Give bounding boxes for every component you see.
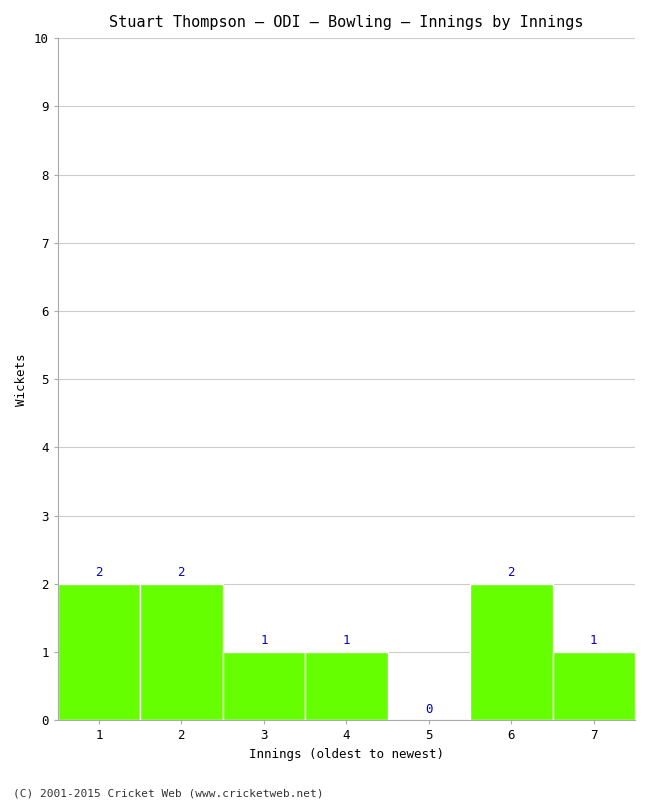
Text: 0: 0 (425, 702, 432, 716)
Bar (140, 584, 222, 721)
Text: 1: 1 (260, 634, 268, 647)
Y-axis label: Wickets: Wickets (15, 353, 28, 406)
Text: 2: 2 (508, 566, 515, 579)
Bar (222, 652, 305, 721)
Title: Stuart Thompson – ODI – Bowling – Innings by Innings: Stuart Thompson – ODI – Bowling – Inning… (109, 15, 584, 30)
Text: 2: 2 (177, 566, 185, 579)
Text: (C) 2001-2015 Cricket Web (www.cricketweb.net): (C) 2001-2015 Cricket Web (www.cricketwe… (13, 788, 324, 798)
Bar (552, 652, 635, 721)
Text: 1: 1 (343, 634, 350, 647)
Text: 1: 1 (590, 634, 597, 647)
X-axis label: Innings (oldest to newest): Innings (oldest to newest) (249, 748, 444, 761)
Text: 2: 2 (95, 566, 103, 579)
Bar (470, 584, 552, 721)
Bar (305, 652, 387, 721)
Bar (58, 584, 140, 721)
